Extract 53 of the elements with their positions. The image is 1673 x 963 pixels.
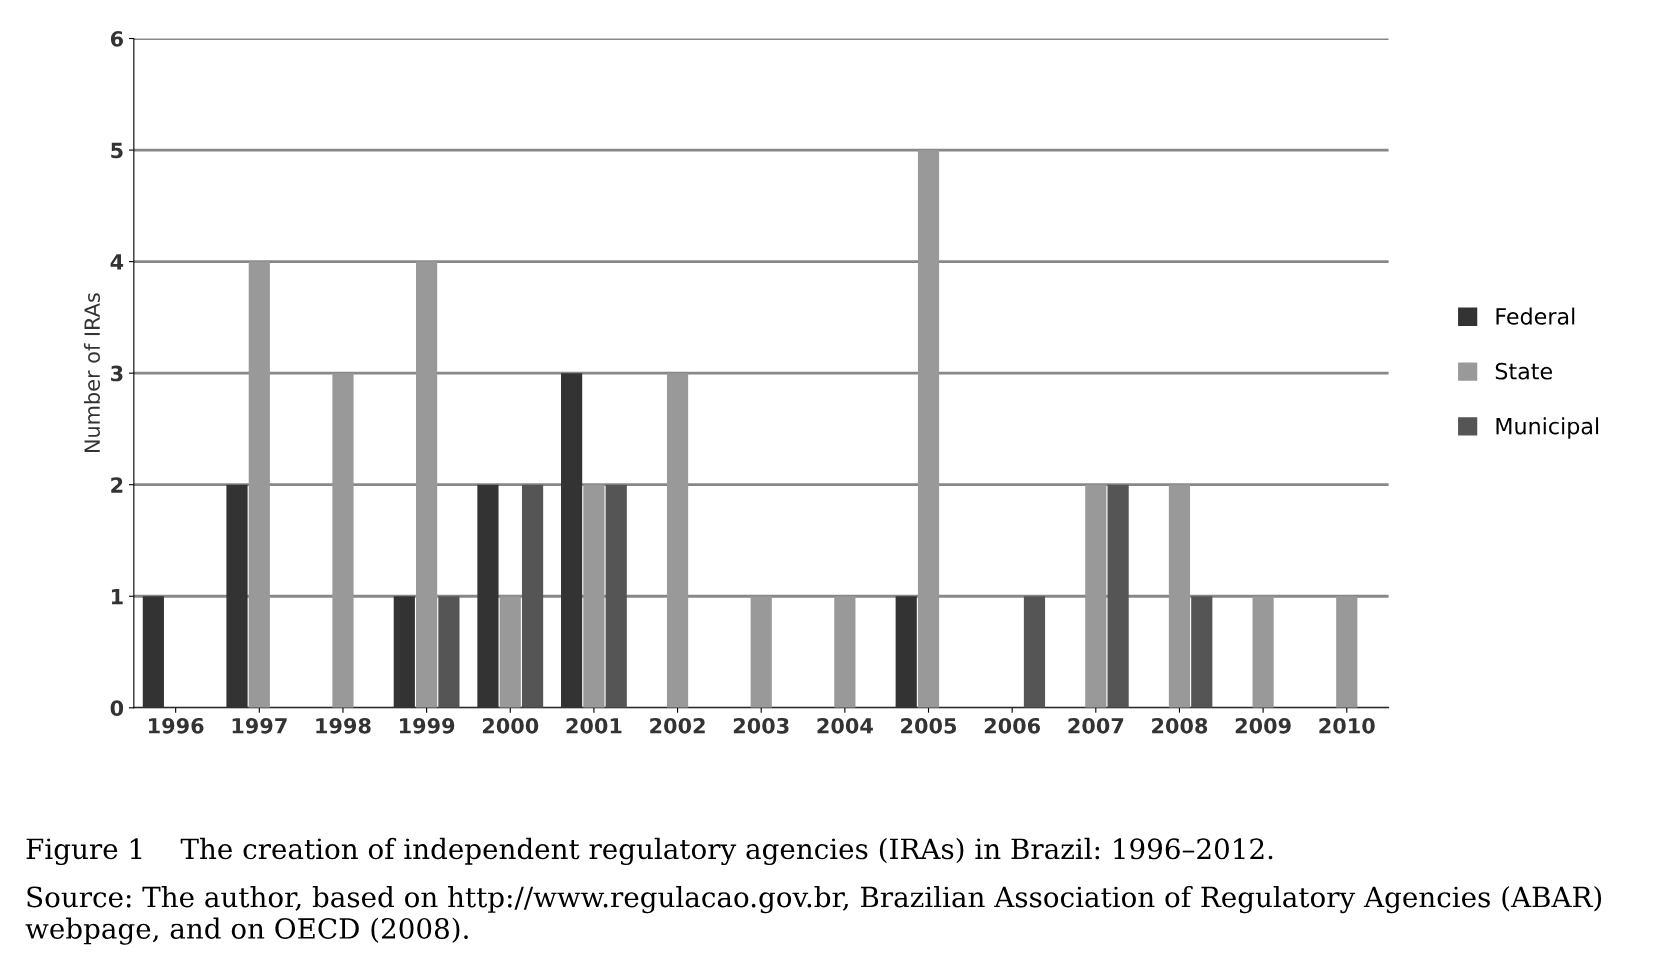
source-note: Source: The author, based on http://www.regulacao.gov.br, Brazilian Association of Regulatory Agencies (ABAR) webpage, and on OECD (2008). [25,885,1602,945]
y-tick-label: 3 [111,365,123,382]
bar [142,596,164,708]
bar [416,261,438,708]
bar [226,484,248,708]
x-tick-label: 2006 [984,717,1041,734]
caption: Figure 1 The creation of independent regulatory agencies (IRAs) in Brazil: 1996–2012. [26,837,1273,866]
x-tick-label: 1997 [232,717,287,734]
x-tick-label: 2005 [901,717,957,734]
legend-label: State [1495,362,1552,380]
x-tick-label: 1998 [316,717,371,734]
y-tick-label: 4 [110,254,124,270]
y-tick-label: 0 [110,700,124,717]
x-tick-label: 2003 [733,717,789,734]
bar [477,484,499,708]
bar [438,596,460,708]
x-tick-label: 1996 [149,717,204,734]
x-tick-label: 2002 [650,717,705,734]
x-tick-label: 1999 [399,717,455,734]
bar [1336,596,1358,708]
bar [666,373,689,708]
bar [1023,596,1046,708]
x-tick-label: 2000 [482,717,539,734]
x-tick-label: 2008 [1152,717,1208,734]
y-tick-label: 6 [110,30,123,47]
x-tick-label: 2004 [817,717,873,734]
bar [917,150,940,708]
legend-label: Federal [1496,307,1575,325]
bar [1191,596,1213,708]
bar [1085,484,1107,708]
x-tick-label: 2007 [1068,717,1124,734]
bar [521,484,544,708]
bar [1252,596,1274,708]
bar [248,261,270,708]
y-tick-label: 2 [111,477,123,493]
y-tick-label: 1 [111,588,123,605]
bar [750,596,772,708]
y-axis-title: Number of IRAs [83,293,101,453]
bar [499,596,521,708]
y-tick-label: 5 [111,142,123,159]
bar [1168,484,1191,708]
bar [332,373,354,708]
bar [583,484,605,708]
x-tick-label: 2001 [566,717,622,734]
bar [895,596,917,708]
legend-label: Municipal [1496,417,1599,439]
bar [834,596,856,708]
bar [393,596,415,708]
x-tick-label: 2009 [1235,717,1291,734]
bar [1107,484,1129,708]
x-tick-label: 2010 [1319,717,1375,734]
bar [561,373,583,708]
bar [605,484,627,708]
